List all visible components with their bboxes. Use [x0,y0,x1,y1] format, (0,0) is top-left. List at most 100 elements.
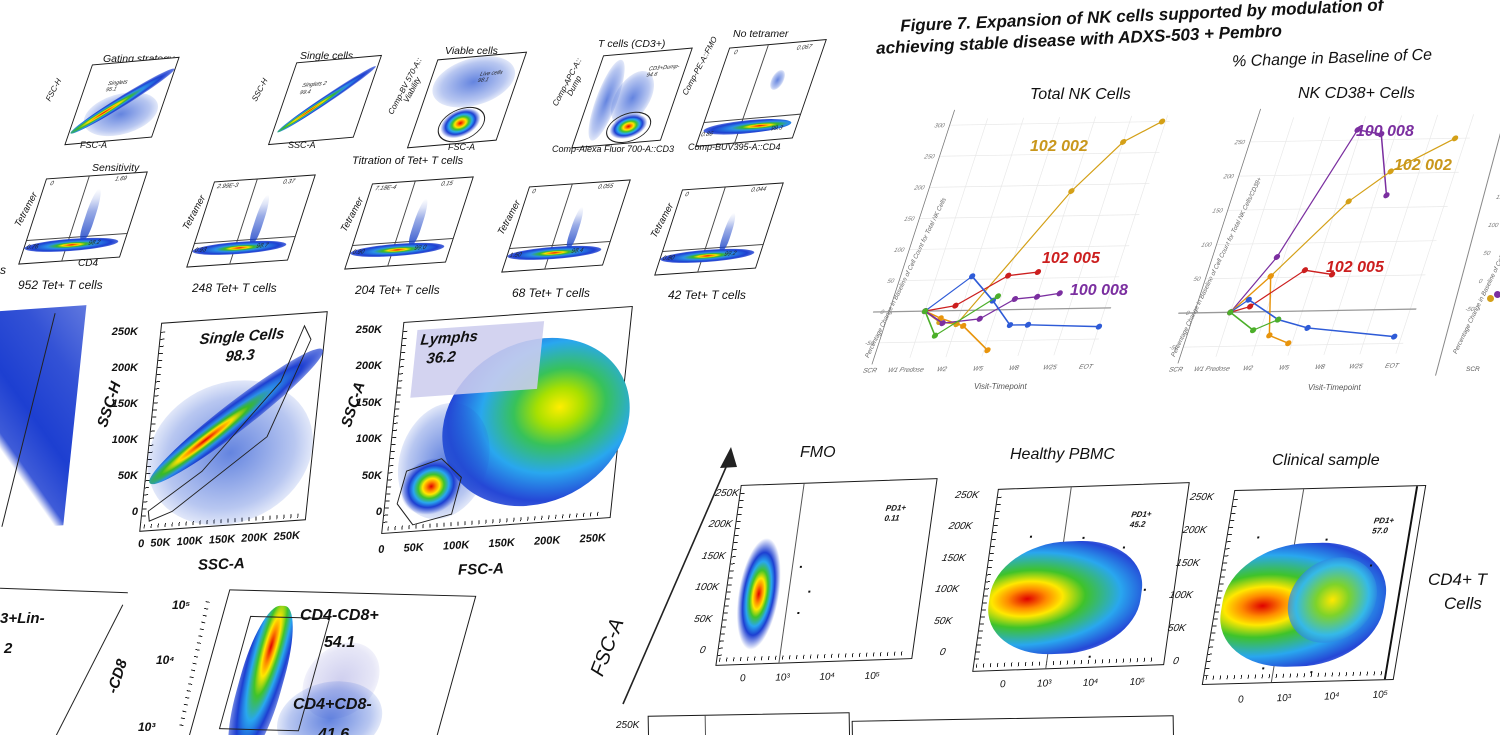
plot-title: Viable cells [445,45,498,57]
quadrant-value: 0.76 [25,244,40,252]
tick-label: 100K [111,434,138,446]
plot-caption: 952 Tet+ T cells [18,278,103,292]
density-blob [730,537,787,651]
x-axis-label: Comp-BUV395-A::CD4 [688,142,781,152]
svg-text:W2: W2 [1242,365,1254,372]
x-axis-label: FSC-A [457,560,505,579]
tick-label: 100K [355,433,382,446]
y-tick-labels: 250K 200K 150K 100K 50K 0 [100,326,138,518]
chart-canvas: SCR W1 Predose W2 W5 W8 W25 EOT 300 250 200 150 100… [862,109,1170,375]
y-axis-label: Comp-PE-A::FMO [680,35,720,97]
x-axis-label: CD4 [78,258,99,269]
cutoff-plot-sliver [0,305,87,533]
tick-label: 0 [1477,279,1483,285]
plot-title: No tetramer [733,28,789,40]
gate-label: CD3+Dump- 94.6 [645,63,681,80]
plot-frame-edge [0,587,128,594]
series-label-102-005: 102 005 [1326,259,1384,276]
tick-label: 50K [117,470,138,482]
scatter-dot [1143,589,1146,592]
x-axis-label: FSC-A [448,142,475,152]
tick-label: 50 [1482,251,1491,257]
svg-text:250: 250 [1233,139,1247,146]
svg-text:W8: W8 [1008,365,1020,372]
gate-percent: 57.0 [1371,525,1389,536]
tick-label: 200K [707,519,734,531]
row-label: CD4+ T [1428,570,1488,589]
quadrant-value: 0.90 [351,249,366,257]
density-blob [406,198,431,245]
gate-name: PD1+ [885,503,907,514]
quadrant-value: 0.93 [193,247,208,255]
tick-label: 100 [1487,223,1499,229]
svg-text:200: 200 [1222,173,1236,180]
gate-label: Singlets 2 99.4 [298,80,328,96]
gate-percent: 0.11 [883,513,901,524]
svg-text:-50: -50 [1168,344,1179,351]
flow-plot-titration-4: 0 0.055 1.50 98.4 [501,179,631,273]
gate-outline [147,324,312,522]
x-axis-label: SSC-A [288,140,316,150]
x-tick-labels: 0 10³ 10⁴ 10⁵ [1000,677,1145,691]
tick-label: 0 [999,679,1006,691]
line-chart-total-nk: Total NK Cells Percentage Change in Base… [862,78,1170,398]
quadrant-value: 98.4 [570,247,584,255]
plot-caption: 68 Tet+ T cells [512,286,590,300]
quadrant-value: 2.99E-3 [216,182,240,190]
svg-text:100: 100 [1200,242,1213,249]
flow-plot-partial [647,712,851,735]
svg-text:W1 Predose: W1 Predose [887,367,925,374]
tick-label: 150 [1495,195,1500,201]
axis-ticks [1205,671,1387,681]
gate-name: PD1+ [1373,515,1395,526]
x-axis-label: Visit-Timepoint [1308,383,1361,392]
gate-percent: 45.2 [1129,519,1147,530]
y-axis-label: FSC-H [43,76,64,103]
data-point [1494,291,1500,298]
plot-title: Clinical sample [1272,452,1380,469]
density-blob [275,63,377,137]
x-axis-label: SSC-A [197,555,245,574]
tick-label: 150K [111,398,138,410]
quadrant-value: 0.055 [597,183,615,191]
quadrant-value: 0.37 [282,178,296,186]
gate-percent: 98.3 [224,346,256,366]
quadrant-value: 0.86 [699,131,714,139]
scatter-dot [1310,671,1313,674]
section-subtitle: Sensitivity [92,162,140,174]
tick-label: 10³ [775,672,790,684]
svg-text:300: 300 [933,122,946,129]
y-tick-label: 250K [616,720,640,731]
density-blob [981,538,1149,657]
tick-label: 250K [111,326,138,338]
log-tick: 10⁵ [172,598,191,612]
svg-text:SCR: SCR [862,367,878,374]
partial-caption: s [0,263,6,277]
plot-caption: 248 Tet+ T cells [192,281,277,295]
tick-label: 0 [377,543,385,556]
gate-outline [396,458,462,526]
svg-text:EOT: EOT [1384,363,1400,370]
log-tick: 10⁴ [156,653,175,667]
tick-label: 200K [240,531,268,545]
scatter-plot-lymphs: Lymphs 36.2 [381,305,639,535]
y-axis-label: -CD8 [104,657,132,696]
scatter-dot [1325,538,1328,541]
svg-text:W25: W25 [1042,364,1058,371]
series-label-102-002: 102 002 [1030,138,1088,155]
gate-percent: 41.6 [318,726,350,735]
tick-label: 250K [273,529,301,544]
plot-caption: 204 Tet+ T cells [355,283,440,297]
gate-label: PD1+ 57.0 [1371,515,1395,537]
x-axis-label: Comp-Alexa Fluor 700-A::CD3 [552,144,675,154]
series-label-100-008: 100 008 [1070,282,1128,299]
plot-title: Healthy PBMC [1010,446,1115,463]
partial-gate-label: 3+Lin- [0,610,45,627]
y-tick-labels: 250K 200K 150K 100K 50K 0 [344,324,382,518]
tick-label: 10⁵ [1372,689,1389,701]
density-blob [425,52,524,111]
gate-percent: 54.1 [324,634,356,651]
series-label-102-005: 102 005 [1042,250,1100,267]
tick-label: 0 [137,537,145,551]
plot-caption: 42 Tet+ T cells [668,288,746,302]
